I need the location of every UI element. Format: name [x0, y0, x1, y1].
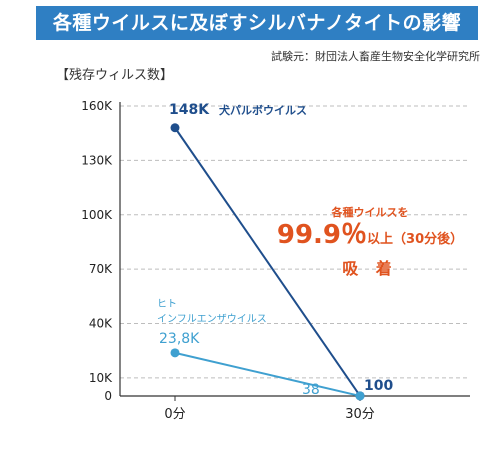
series-name-label: ヒト [157, 298, 177, 310]
annotation-line1: 各種ウイルスを [331, 206, 409, 219]
data-point [170, 348, 180, 358]
test-source: 試験元：財団法人畜産生物安全化学研究所 [271, 50, 480, 63]
y-tick-label: 130K [81, 153, 113, 167]
data-label: 100 [364, 378, 393, 394]
series-line [174, 127, 361, 397]
x-tick-label: 0分 [164, 407, 185, 422]
data-label: 38 [302, 382, 320, 398]
annotation-line3: 吸 着 [342, 259, 398, 278]
annotation-condition: 以上（30分後） [367, 232, 464, 247]
y-tick-label: 100K [81, 208, 113, 222]
y-tick-label: 40K [89, 317, 113, 331]
y-tick-label: 10K [89, 371, 113, 385]
data-label: 148K [169, 102, 210, 118]
series-line [174, 351, 361, 397]
chart-title: 各種ウイルスに及ぼすシルバナノタイトの影響 [52, 12, 462, 34]
data-point [170, 123, 180, 133]
y-axis-label: 【残存ウィルス数】 [56, 68, 174, 83]
annotation-line2: 99.9％以上（30分後） [270, 220, 470, 255]
data-point [355, 391, 365, 401]
x-tick-label: 30分 [345, 407, 375, 422]
chart-title-banner: 各種ウイルスに及ぼすシルバナノタイトの影響 [36, 6, 478, 40]
series-name-label: 犬パルボウイルス [219, 103, 307, 117]
y-tick-label: 70K [89, 262, 113, 276]
series-name-label: インフルエンザウイルス [157, 313, 267, 325]
data-label: 23,8K [159, 331, 200, 347]
y-tick-label: 160K [81, 99, 113, 113]
annotation-percent: 99.9％ [276, 220, 368, 250]
y-tick-label: 0 [104, 389, 112, 403]
reduction-annotation: 各種ウイルスを 99.9％以上（30分後） 吸 着 [270, 204, 470, 279]
